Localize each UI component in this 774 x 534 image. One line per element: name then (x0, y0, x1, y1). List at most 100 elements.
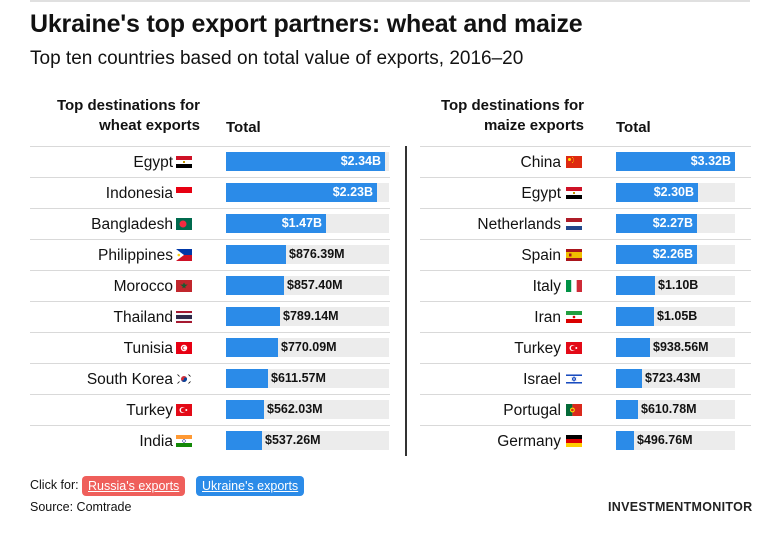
wheat-row: Morocco $857.40M (30, 270, 390, 302)
maize-bar-track (616, 431, 735, 450)
maize-bar-track (616, 369, 735, 388)
wheat-bar (226, 307, 280, 326)
wheat-country-label: Morocco (113, 278, 173, 295)
wheat-bar-track (226, 400, 389, 419)
maize-row: Germany $496.76M (420, 425, 751, 457)
india-flag-icon (176, 434, 192, 447)
wheat-country-label: Bangladesh (91, 216, 173, 233)
maize-bar (616, 152, 735, 171)
maize-country-header: Top destinations for maize exports (440, 97, 584, 134)
israel-flag-icon (566, 372, 582, 385)
maize-value-label: $723.43M (645, 371, 701, 385)
ukraine-exports-link[interactable]: Ukraine's exports (196, 476, 305, 496)
maize-row: China $3.32B (420, 146, 751, 178)
maize-row: Israel $723.43M (420, 363, 751, 395)
wheat-country-header: Top destinations for wheat exports (56, 97, 200, 134)
wheat-country-label: India (139, 433, 173, 450)
maize-country-label: Germany (497, 433, 561, 450)
wheat-value-label: $770.09M (281, 340, 337, 354)
wheat-country-label: Turkey (126, 402, 173, 419)
turkey-flag-icon (176, 403, 192, 416)
wheat-value-label: $611.57M (271, 371, 326, 385)
china-flag-icon (566, 155, 582, 168)
bangladesh-flag-icon (176, 217, 192, 230)
wheat-bar (226, 431, 262, 450)
wheat-row: Philippines $876.39M (30, 239, 390, 271)
wheat-row: South Korea $611.57M (30, 363, 390, 395)
maize-bar (616, 338, 650, 357)
wheat-bar-track (226, 431, 389, 450)
spain-flag-icon (566, 248, 582, 261)
philippines-flag-icon (176, 248, 192, 261)
wheat-value-label: $857.40M (287, 278, 343, 292)
maize-country-label: Italy (532, 278, 561, 295)
maize-bar-track (616, 400, 735, 419)
thailand-flag-icon (176, 310, 192, 323)
wheat-country-label: South Korea (86, 371, 173, 388)
wheat-value-label: $1.47B (281, 216, 322, 230)
wheat-country-label: Thailand (113, 309, 173, 326)
wheat-row: Bangladesh $1.47B (30, 208, 390, 240)
maize-total-header: Total (616, 119, 651, 136)
maize-country-label: Turkey (514, 340, 561, 357)
maize-row: Netherlands $2.27B (420, 208, 751, 240)
maize-value-label: $496.76M (637, 433, 693, 447)
egypt-flag-icon (176, 155, 192, 168)
wheat-row: Turkey $562.03M (30, 394, 390, 426)
morocco-flag-icon (176, 279, 192, 292)
panel-divider (405, 146, 407, 456)
maize-bar (616, 400, 638, 419)
maize-bar (616, 183, 698, 202)
maize-value-label: $3.32B (690, 154, 731, 168)
wheat-value-label: $2.34B (340, 154, 381, 168)
germany-flag-icon (566, 434, 582, 447)
maize-row: Egypt $2.30B (420, 177, 751, 209)
maize-country-label: Netherlands (477, 216, 561, 233)
indonesia-flag-icon (176, 186, 192, 199)
maize-row: Iran $1.05B (420, 301, 751, 333)
wheat-bar (226, 214, 326, 233)
maize-country-label: Portugal (503, 402, 561, 419)
maize-row: Portugal $610.78M (420, 394, 751, 426)
chart-title: Ukraine's top export partners: wheat and… (30, 10, 583, 38)
wheat-bar (226, 276, 284, 295)
wheat-row: Egypt $2.34B (30, 146, 390, 178)
maize-bar (616, 245, 697, 264)
wheat-bar (226, 369, 268, 388)
wheat-row: Thailand $789.14M (30, 301, 390, 333)
maize-bar (616, 307, 654, 326)
tunisia-flag-icon (176, 341, 192, 354)
maize-value-label: $2.26B (652, 247, 693, 261)
wheat-bar (226, 338, 278, 357)
south-korea-flag-icon (176, 372, 192, 385)
maize-bar (616, 214, 697, 233)
wheat-country-label: Egypt (133, 154, 173, 171)
chart-subtitle: Top ten countries based on total value o… (30, 48, 524, 69)
russia-exports-link[interactable]: Russia's exports (82, 476, 186, 496)
egypt-flag-icon (566, 186, 582, 199)
wheat-bar (226, 183, 377, 202)
maize-value-label: $1.10B (658, 278, 699, 292)
maize-country-label: Israel (523, 371, 561, 388)
maize-country-label: China (520, 154, 562, 171)
wheat-country-label: Philippines (98, 247, 173, 264)
iran-flag-icon (566, 310, 582, 323)
top-rule (30, 0, 750, 2)
maize-row: Turkey $938.56M (420, 332, 751, 364)
wheat-country-label: Tunisia (123, 340, 173, 357)
netherlands-flag-icon (566, 217, 582, 230)
wheat-value-label: $537.26M (265, 433, 321, 447)
click-for-label: Click for: (30, 478, 79, 492)
wheat-bar (226, 400, 264, 419)
turkey-flag-icon (566, 341, 582, 354)
portugal-flag-icon (566, 403, 582, 416)
maize-value-label: $2.27B (652, 216, 693, 230)
maize-row: Italy $1.10B (420, 270, 751, 302)
wheat-row: Indonesia $2.23B (30, 177, 390, 209)
wheat-bar (226, 152, 385, 171)
maize-value-label: $938.56M (653, 340, 709, 354)
maize-country-label: Spain (521, 247, 561, 264)
wheat-total-header: Total (226, 119, 261, 136)
maize-value-label: $1.05B (657, 309, 698, 323)
wheat-row: Tunisia $770.09M (30, 332, 390, 364)
